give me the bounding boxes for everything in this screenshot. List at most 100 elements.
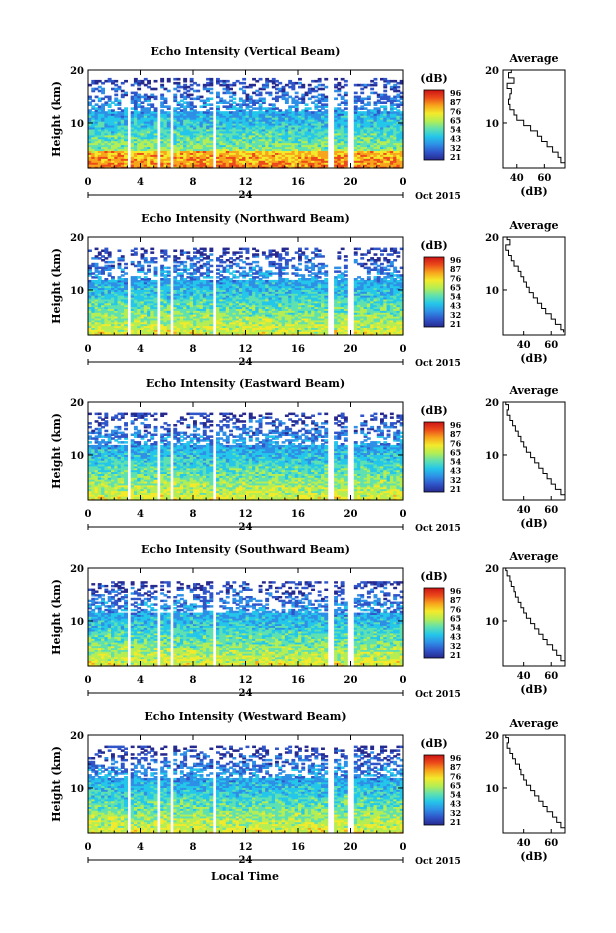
- heatmap-cell: [360, 92, 364, 95]
- heatmap-cell: [111, 261, 115, 264]
- heatmap-cell: [164, 250, 168, 253]
- heatmap-cell: [196, 84, 200, 87]
- heatmap-cell: [367, 101, 371, 104]
- x-tick-label: 20: [344, 177, 358, 188]
- heatmap-cell: [177, 257, 181, 260]
- heatmap-cell: [114, 94, 118, 97]
- heatmap-cell: [173, 250, 177, 253]
- x-tick-label: 4: [137, 177, 144, 188]
- heatmap-cell: [108, 96, 112, 99]
- heatmap-cells: [88, 78, 404, 169]
- average-frame: [503, 70, 565, 168]
- heatmap-cell: [154, 267, 158, 270]
- heatmap-cell: [118, 263, 122, 266]
- panel-1: Echo Intensity (Vertical Beam)2010Height…: [50, 45, 565, 202]
- heatmap-cell: [124, 278, 128, 281]
- colorbar-unit: (dB): [420, 72, 447, 85]
- heatmap-cell: [216, 92, 220, 95]
- heatmap-cell: [295, 92, 299, 95]
- panel-title: Echo Intensity (Northward Beam): [141, 212, 350, 225]
- heatmap-cell: [383, 90, 387, 93]
- heatmap-cell: [249, 96, 253, 99]
- heatmap-cell: [308, 107, 312, 110]
- y-tick-label: 10: [70, 119, 84, 130]
- heatmap-cell: [259, 78, 263, 81]
- heatmap-cell: [344, 100, 348, 103]
- avg-x-label: (dB): [520, 185, 547, 198]
- x-tick-label: 16: [291, 177, 305, 188]
- heatmap-cell: [374, 82, 378, 85]
- avg-y-tick-label: 20: [485, 66, 499, 77]
- heatmap-cell: [236, 263, 240, 266]
- heatmap-cell: [344, 80, 348, 83]
- heatmap-cell: [95, 248, 99, 251]
- heatmap-cell: [167, 111, 171, 114]
- heatmap-cell: [147, 265, 151, 268]
- colorbar-tick-label: 21: [450, 152, 461, 162]
- heatmap-cell: [124, 80, 128, 83]
- heatmap-cell: [118, 100, 122, 103]
- heatmap-cell: [131, 261, 135, 264]
- heatmap-cell: [108, 272, 112, 275]
- heatmap-cell: [209, 78, 213, 81]
- heatmap-cell: [209, 253, 213, 256]
- heatmap-cell: [370, 88, 374, 91]
- x-tick-label: 8: [190, 177, 197, 188]
- heatmap-cell: [177, 90, 181, 93]
- heatmap-cell: [124, 272, 128, 275]
- heatmap-cell: [124, 263, 128, 266]
- heatmap-cell: [232, 98, 236, 101]
- heatmap-cell: [246, 248, 250, 251]
- heatmap-cell: [396, 86, 400, 89]
- heatmap-cell: [383, 105, 387, 108]
- heatmap-cell: [154, 88, 158, 91]
- heatmap-cell: [124, 267, 128, 270]
- heatmap-cell: [324, 96, 328, 99]
- heatmap-cell: [209, 259, 213, 262]
- x-tick-label: 0: [400, 177, 407, 188]
- heatmap-cell: [209, 107, 213, 110]
- heatmap-cell: [173, 94, 177, 97]
- heatmap-cell: [137, 261, 141, 264]
- heatmap-cell: [177, 82, 181, 85]
- heatmap-cell: [259, 92, 263, 95]
- avg-x-tick-label: 60: [537, 173, 551, 184]
- heatmap-cell: [239, 251, 243, 254]
- heatmap-cell: [190, 101, 194, 104]
- heatmap-cell: [344, 107, 348, 110]
- heatmap-cell: [147, 269, 151, 272]
- y-tick-label: 20: [70, 66, 84, 77]
- heatmap-cell: [334, 78, 338, 81]
- heatmap-cell: [88, 96, 92, 99]
- heatmap-cell: [91, 100, 95, 103]
- heatmap-cell: [167, 267, 171, 270]
- heatmap-cell: [154, 280, 158, 283]
- heatmap-cell: [177, 78, 181, 81]
- heatmap-cell: [301, 84, 305, 87]
- heatmap-cell: [269, 92, 273, 95]
- heatmap-cell: [118, 250, 122, 253]
- heatmap-cell: [344, 92, 348, 95]
- heatmap-cell: [183, 265, 187, 268]
- heatmap-cell: [111, 276, 115, 279]
- heatmap-cell: [318, 78, 322, 81]
- heatmap-cell: [141, 265, 145, 268]
- heatmap-cell: [150, 103, 154, 106]
- x-tick-label: 12: [239, 177, 253, 188]
- heatmap-cell: [95, 263, 99, 266]
- heatmap-cell: [134, 251, 138, 254]
- heatmap-cell: [88, 250, 92, 253]
- heatmap-cell: [160, 94, 164, 97]
- heatmap-cell: [154, 257, 158, 260]
- heatmap-cell: [226, 251, 230, 254]
- heatmap-cell: [209, 98, 213, 101]
- heatmap-cell: [239, 255, 243, 258]
- average-profile-line: [507, 70, 565, 165]
- heatmap-cell: [305, 103, 309, 106]
- heatmap-cell: [200, 96, 204, 99]
- heatmap-cell: [242, 78, 246, 81]
- heatmap-cell: [118, 86, 122, 89]
- heatmap-cell: [262, 98, 266, 101]
- heatmap-cell: [183, 78, 187, 81]
